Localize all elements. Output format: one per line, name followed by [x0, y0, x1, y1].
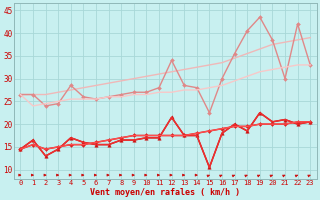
X-axis label: Vent moyen/en rafales ( km/h ): Vent moyen/en rafales ( km/h )	[90, 188, 240, 197]
